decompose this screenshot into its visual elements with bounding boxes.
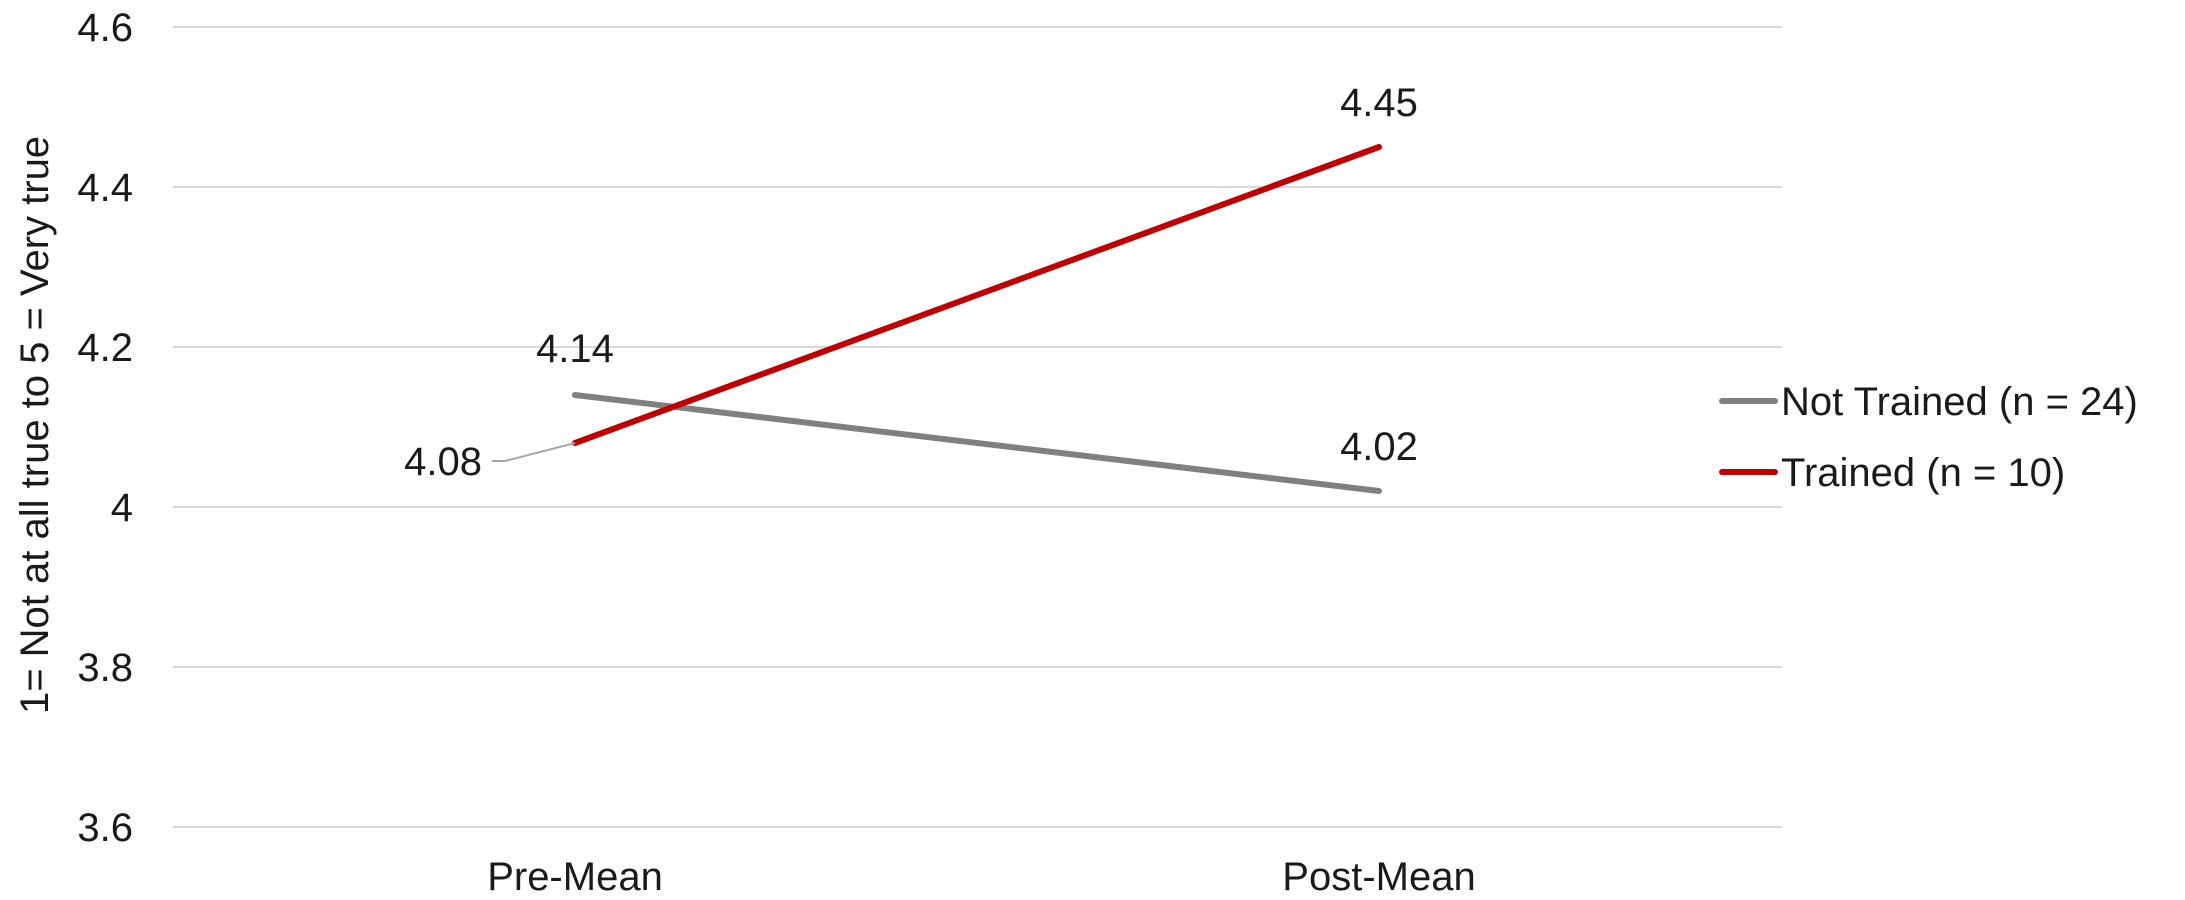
data-labels: 4.14 4.02 4.08 4.45 <box>404 81 1418 484</box>
data-label: 4.45 <box>1340 81 1418 125</box>
y-tick-label: 4.4 <box>77 166 133 210</box>
x-category-label: Pre-Mean <box>487 855 663 899</box>
x-category-label: Post-Mean <box>1282 855 1475 899</box>
data-label: 4.02 <box>1340 425 1418 469</box>
y-axis-title: 1= Not at all true to 5 = Very true <box>13 136 57 714</box>
y-tick-label: 3.8 <box>77 646 133 690</box>
y-axis-tick-labels: 3.6 3.8 4 4.2 4.4 4.6 <box>77 6 133 850</box>
data-label: 4.08 <box>404 440 482 484</box>
y-tick-label: 4.6 <box>77 6 133 50</box>
legend: Not Trained (n = 24) Trained (n = 10) <box>1719 380 2138 495</box>
y-tick-label: 4 <box>111 486 133 530</box>
gridlines <box>173 26 1782 828</box>
y-tick-label: 3.6 <box>77 806 133 850</box>
data-label-leader-line <box>492 442 576 462</box>
data-label: 4.14 <box>536 327 614 371</box>
x-axis-category-labels: Pre-Mean Post-Mean <box>487 855 1476 899</box>
y-tick-label: 4.2 <box>77 326 133 370</box>
series-line-1 <box>572 144 1382 446</box>
legend-label: Trained (n = 10) <box>1781 451 2065 495</box>
series-lines <box>572 144 1382 494</box>
legend-label: Not Trained (n = 24) <box>1781 380 2138 424</box>
series-line-0 <box>572 392 1382 494</box>
